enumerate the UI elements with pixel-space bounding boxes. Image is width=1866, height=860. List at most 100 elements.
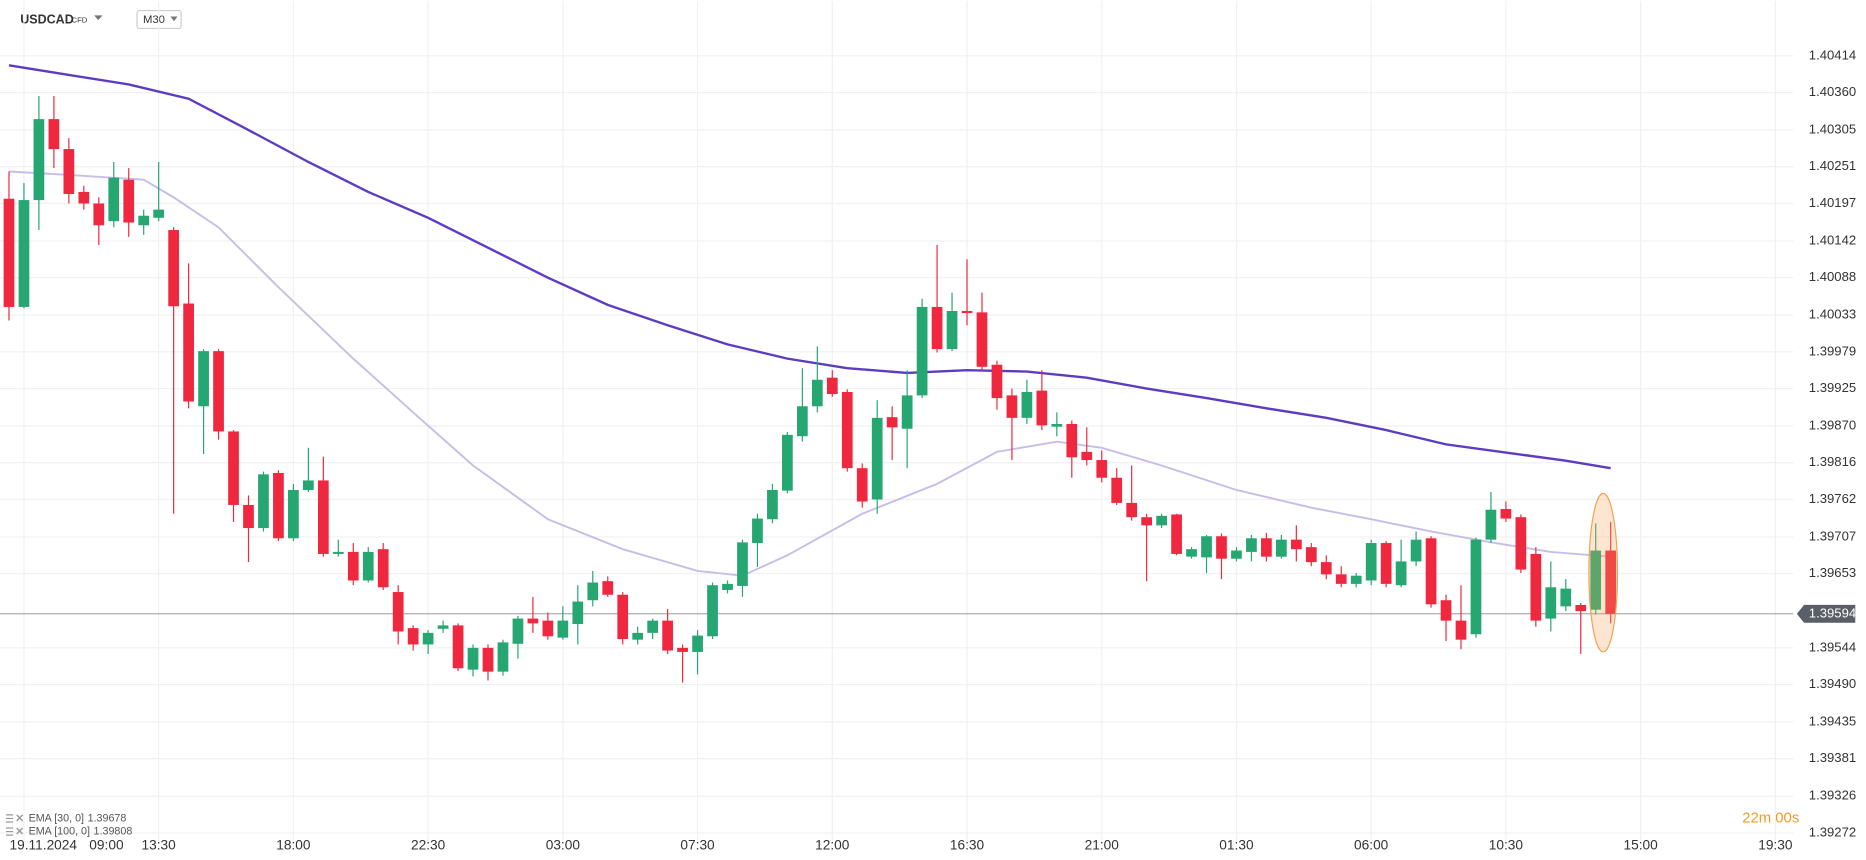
- y-tick-label: 1.39707: [1809, 528, 1856, 543]
- candle-body: [213, 351, 224, 432]
- candle-body: [153, 209, 165, 218]
- ema-line: [8, 170, 1611, 577]
- candle-body: [707, 585, 718, 637]
- candle-body: [1231, 550, 1242, 559]
- candle-body: [1410, 539, 1422, 562]
- x-tick-label: 03:00: [546, 837, 581, 852]
- candle-body: [1350, 575, 1362, 584]
- symbol[interactable]: USDCAD: [20, 12, 73, 26]
- x-tick-label: 18:00: [276, 837, 311, 852]
- timeframe[interactable]: M30: [143, 14, 165, 26]
- candle-body: [796, 406, 808, 437]
- candle-body: [1560, 588, 1572, 607]
- candle-body: [1201, 536, 1212, 558]
- candle-body: [1171, 514, 1182, 554]
- candle-body: [1021, 391, 1033, 418]
- candle-body: [542, 620, 554, 637]
- symbol-dropdown-arrow[interactable]: [94, 15, 103, 21]
- candle-body: [976, 312, 988, 367]
- candle-body: [243, 504, 254, 529]
- current-price-tag: 1.39594: [1796, 604, 1856, 623]
- candle-body: [1051, 423, 1063, 427]
- x-tick-label: 15:00: [1623, 837, 1658, 852]
- candle-body: [258, 474, 269, 529]
- candle-body: [93, 203, 105, 226]
- candle-body: [662, 620, 673, 651]
- candle-body: [482, 647, 494, 672]
- candle-body: [871, 417, 883, 500]
- candle-body: [811, 379, 823, 407]
- candle-body: [632, 632, 644, 640]
- y-tick-label: 1.40360: [1809, 84, 1856, 99]
- candle-body: [1575, 604, 1587, 612]
- candle-body: [826, 377, 838, 395]
- candle-body: [1605, 550, 1617, 614]
- candle-body: [1590, 550, 1602, 610]
- candle-body: [1485, 509, 1497, 540]
- legend-settings-icon: [5, 814, 14, 823]
- candle-body: [572, 601, 584, 625]
- x-tick-label: 21:00: [1085, 837, 1120, 852]
- candle-body: [1276, 539, 1287, 557]
- y-tick-label: 1.40142: [1809, 232, 1856, 247]
- y-tick-label: 1.40088: [1809, 269, 1856, 284]
- y-tick-label: 1.39435: [1809, 713, 1856, 728]
- candle-body: [1156, 515, 1167, 526]
- y-tick-label: 1.39979: [1809, 343, 1856, 358]
- candle-body: [1440, 600, 1452, 621]
- candle-body: [1455, 620, 1467, 640]
- y-tick-label: 1.39653: [1809, 565, 1856, 580]
- candle-body: [587, 582, 599, 601]
- candle-body: [527, 618, 539, 624]
- latest-candle-highlight: [1588, 492, 1619, 653]
- candle-body: [557, 620, 569, 638]
- candle-body: [1335, 574, 1347, 584]
- candle-body: [886, 417, 898, 428]
- candle-body: [63, 149, 75, 194]
- candle-body: [946, 311, 958, 350]
- candle-body: [1246, 538, 1257, 552]
- candle-body: [437, 625, 449, 629]
- candle-body: [1126, 502, 1138, 518]
- candle-body: [288, 489, 299, 539]
- plot: [0, 64, 1794, 683]
- y-tick-label: 1.39381: [1809, 750, 1856, 765]
- candle-body: [692, 635, 703, 652]
- legend-remove-icon[interactable]: [16, 827, 24, 835]
- candle-body: [931, 306, 943, 350]
- x-tick-label: 01:30: [1219, 837, 1254, 852]
- y-tick-label: 1.39326: [1809, 788, 1856, 803]
- candle-body: [841, 391, 853, 469]
- y-tick-label: 1.39544: [1809, 639, 1856, 654]
- candle-body: [108, 177, 120, 222]
- candle-body: [497, 642, 509, 672]
- candle-body: [512, 618, 524, 644]
- candle-body: [467, 647, 479, 670]
- x-tick-label: 22:30: [411, 837, 446, 852]
- candle-body: [347, 551, 359, 581]
- candle-body: [916, 306, 928, 396]
- legend-value: 1.39678: [88, 812, 127, 824]
- legend-name: EMA [100, 0]: [29, 825, 90, 837]
- candle-body: [767, 489, 778, 520]
- candle-body: [228, 431, 239, 505]
- candle-body: [1425, 538, 1437, 605]
- y-tick-label: 1.40033: [1809, 307, 1856, 322]
- candle-body: [1380, 543, 1392, 584]
- instrument-type: CFD: [71, 16, 87, 25]
- current-price-label: 1.39594: [1809, 605, 1856, 620]
- candle-body: [1141, 517, 1153, 526]
- x-tick-label: 19:30: [1758, 837, 1793, 852]
- price-tag-shape: [1796, 604, 1856, 623]
- y-tick-label: 1.39925: [1809, 380, 1856, 395]
- legend-remove-icon[interactable]: [16, 814, 24, 822]
- candle-body: [961, 311, 973, 314]
- grid: [0, 1, 1794, 842]
- y-tick-label: 1.39272: [1809, 824, 1856, 839]
- candle-body: [303, 480, 314, 490]
- timeframe-dropdown-arrow[interactable]: [170, 16, 178, 22]
- candle-body: [1545, 587, 1557, 619]
